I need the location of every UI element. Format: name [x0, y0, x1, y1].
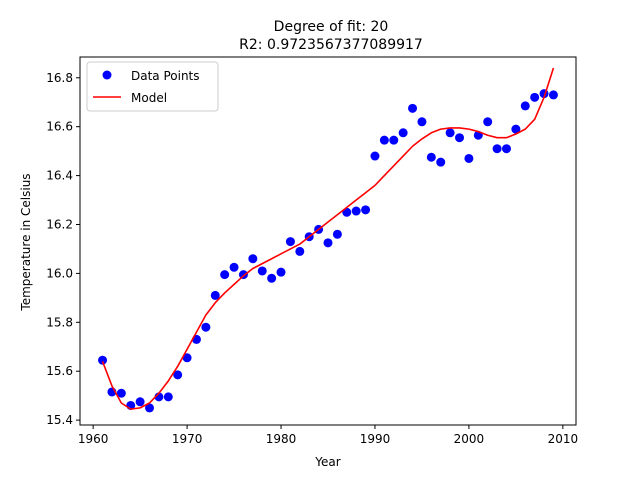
plot-area: 1960 1970 1980 1990 2000 2010 15.4 15.6 15.8 16.…: [46, 56, 578, 446]
data-point: [370, 151, 380, 161]
data-point: [332, 229, 342, 239]
x-tick-label: 2010: [548, 432, 579, 446]
data-point: [361, 205, 371, 215]
data-point: [426, 152, 436, 162]
data-point: [98, 355, 108, 365]
y-tick-label: 15.8: [46, 315, 73, 329]
data-point: [295, 246, 305, 256]
data-point: [210, 290, 220, 300]
model-line: [101, 67, 555, 410]
data-point: [389, 135, 399, 145]
data-point: [398, 128, 408, 138]
x-tick-label: 2000: [454, 432, 485, 446]
data-point: [455, 133, 465, 143]
axes-frame: [79, 56, 577, 426]
data-point: [323, 238, 333, 248]
y-tick-label: 15.4: [46, 413, 73, 427]
data-point: [182, 353, 192, 363]
x-axis: 1960 1970 1980 1990 2000 2010: [78, 425, 578, 446]
data-point: [436, 157, 446, 167]
data-point: [248, 254, 258, 264]
legend-label-model: Model: [131, 91, 167, 105]
y-tick-label: 16.0: [46, 266, 73, 280]
y-tick-label: 16.8: [46, 71, 73, 85]
data-point: [116, 388, 126, 398]
data-point: [220, 270, 230, 280]
y-tick-label: 16.2: [46, 217, 73, 231]
data-point: [464, 153, 474, 163]
legend: Data Points Model: [86, 61, 219, 112]
data-point: [483, 117, 493, 127]
data-point: [163, 392, 173, 402]
y-axis: 15.4 15.6 15.8 16.0 16.2 16.4 16.6 16.8: [46, 71, 80, 427]
data-point: [530, 92, 540, 102]
legend-box: [86, 61, 219, 112]
y-tick-label: 16.6: [46, 120, 73, 134]
data-point: [229, 262, 239, 272]
x-tick-label: 1990: [360, 432, 391, 446]
data-point: [276, 267, 286, 277]
x-tick-label: 1980: [266, 432, 297, 446]
data-point: [501, 144, 511, 154]
x-axis-label: Year: [314, 455, 340, 469]
data-point: [351, 206, 361, 216]
data-point: [257, 266, 267, 276]
data-point: [445, 128, 455, 138]
y-axis-label: Temperature in Celsius: [19, 173, 33, 311]
data-point: [492, 144, 502, 154]
y-tick-label: 15.6: [46, 364, 73, 378]
x-tick-label: 1970: [172, 432, 203, 446]
data-point: [145, 403, 155, 413]
chart-title-line1: Degree of fit: 20: [274, 19, 389, 35]
legend-label-data-points: Data Points: [131, 69, 200, 83]
data-point: [135, 397, 145, 407]
data-point: [201, 322, 211, 332]
data-point: [520, 101, 530, 111]
x-tick-label: 1960: [78, 432, 109, 446]
data-point: [417, 117, 427, 127]
data-point: [285, 237, 295, 247]
data-point: [511, 124, 521, 134]
data-point: [379, 135, 389, 145]
chart-title-line2: R2: 0.9723567377089917: [239, 37, 423, 53]
data-point: [173, 370, 183, 380]
data-point: [267, 273, 277, 283]
data-point: [408, 103, 418, 113]
data-point: [548, 90, 558, 100]
legend-marker-data-points: [102, 70, 112, 80]
y-tick-label: 16.4: [46, 169, 73, 183]
series-layer: [98, 67, 558, 413]
